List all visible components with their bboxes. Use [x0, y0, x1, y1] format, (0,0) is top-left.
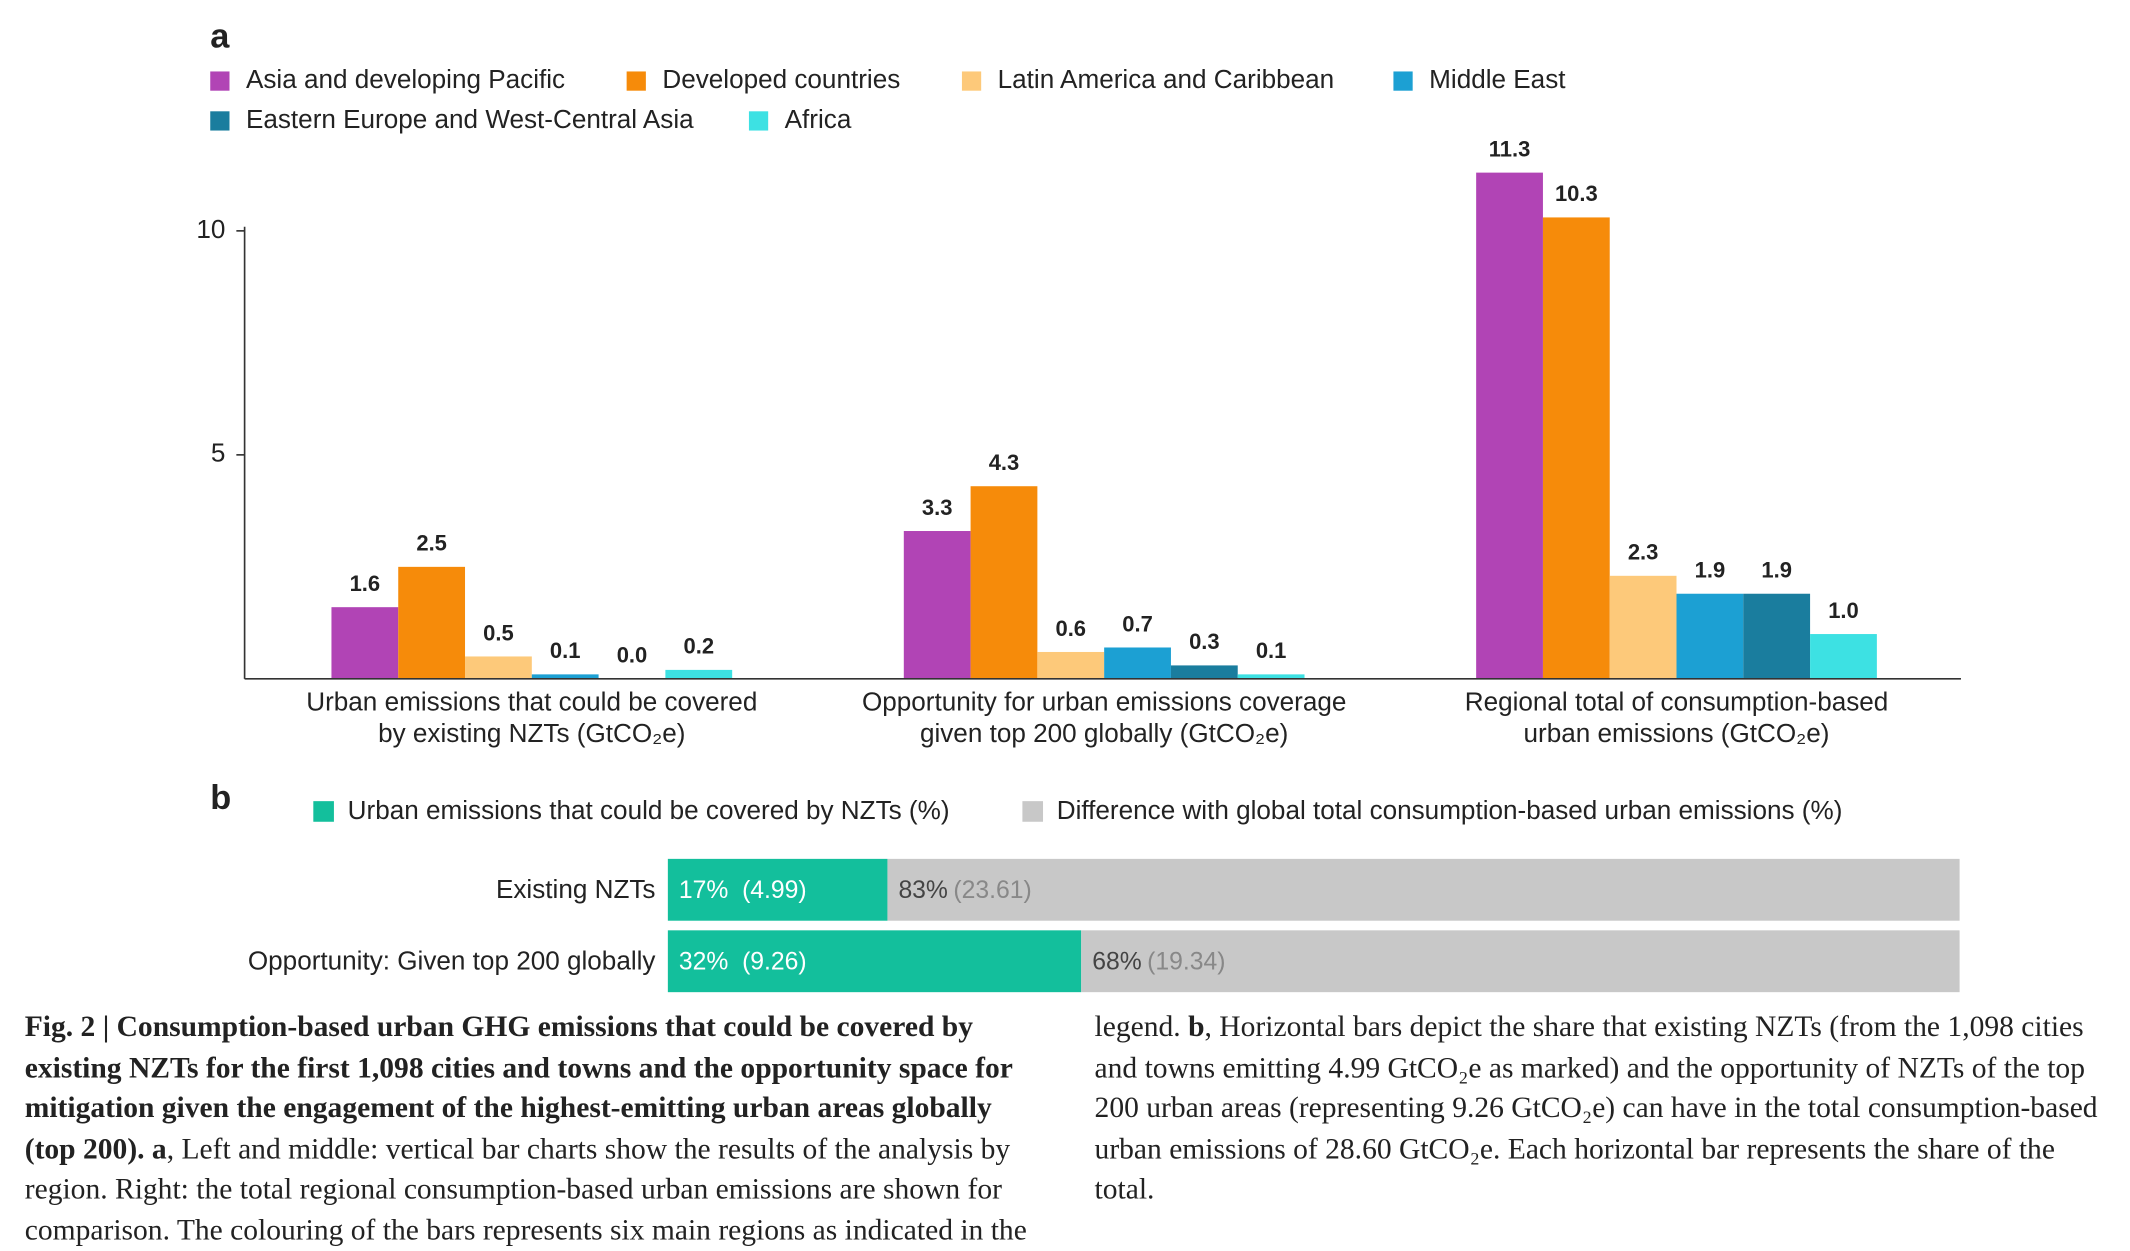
bar: [331, 607, 399, 679]
legend-label: Difference with global total consumption…: [1057, 795, 1843, 825]
legend-swatch: [210, 71, 230, 91]
bar-label: 83% (23.61): [898, 877, 1031, 904]
caption-text: , Left and middle: vertical bar charts s…: [24, 1010, 1181, 1246]
bar: [1104, 647, 1171, 679]
value-label: 17%: [679, 877, 728, 904]
legend-label: Latin America and Caribbean: [998, 64, 1335, 94]
bar: [465, 656, 532, 679]
legend-swatch: [748, 111, 769, 131]
row-label: Opportunity: Given top 200 globally: [248, 946, 656, 976]
amount-label: (4.99): [742, 877, 807, 904]
x-tick-label: Regional total of consumption-based: [1465, 686, 1889, 716]
bar: [1542, 217, 1610, 679]
value-label: 10.3: [1555, 181, 1598, 206]
legend-swatch: [1022, 801, 1044, 822]
legend-swatch: [626, 71, 646, 91]
legend-label: Urban emissions that could be covered by…: [348, 795, 950, 825]
caption: Fig. 2 | Consumption-based urban GHG emi…: [25, 1007, 2103, 1250]
legend-swatch: [961, 71, 982, 91]
legend-label: Africa: [785, 104, 852, 134]
bar: [1743, 593, 1811, 679]
bar: [1676, 593, 1744, 679]
value-label: 1.9: [1761, 558, 1792, 583]
value-label: 0.2: [684, 634, 715, 659]
legend-swatch: [1393, 71, 1413, 91]
bar-label: 68% (19.34): [1092, 948, 1225, 975]
value-label: 0.5: [483, 620, 514, 645]
x-tick-label: by existing NZTs (GtCO₂e): [378, 718, 685, 748]
value-label: 2.5: [416, 531, 447, 556]
legend-label: Middle East: [1429, 64, 1566, 94]
value-label: 1.0: [1828, 598, 1859, 623]
y-tick-label: 10: [196, 214, 225, 244]
value-label: 32%: [679, 948, 728, 975]
bar: [1170, 665, 1238, 679]
bar: [1810, 634, 1877, 679]
value-label: 0.1: [1256, 638, 1287, 663]
legend-label: Eastern Europe and West-Central Asia: [246, 104, 694, 134]
x-tick-label: given top 200 globally (GtCO₂e): [920, 718, 1288, 748]
legend-swatch: [210, 111, 230, 131]
panel-letter: b: [210, 779, 231, 817]
x-tick-label: urban emissions (GtCO₂e): [1524, 718, 1830, 748]
value-label: 0.3: [1189, 629, 1220, 654]
y-tick-label: 5: [211, 438, 226, 468]
bar: [667, 858, 888, 921]
value-label: 3.3: [922, 495, 953, 520]
legend-label: Developed countries: [662, 64, 900, 94]
caption-label: Fig. 2 |: [24, 1010, 110, 1044]
panel-letter: a: [210, 18, 230, 56]
bar: [903, 531, 971, 679]
value-label: 68%: [1092, 948, 1141, 975]
amount-label: (9.26): [742, 948, 807, 975]
amount-label: (19.34): [1147, 948, 1225, 975]
caption-text: , Horizontal bars depict the share that …: [1094, 1010, 2098, 1206]
legend-label: Asia and developing Pacific: [246, 64, 565, 94]
value-label: 1.6: [350, 571, 381, 596]
bar: [887, 858, 1960, 921]
value-label: 0.6: [1055, 616, 1086, 641]
row-label: Existing NZTs: [496, 874, 656, 904]
bar: [1609, 575, 1677, 679]
bar: [1037, 651, 1105, 679]
bar: [667, 930, 1082, 993]
value-label: 2.3: [1628, 540, 1659, 565]
bar: [665, 669, 733, 679]
bar: [1237, 674, 1305, 679]
legend-swatch: [313, 801, 334, 822]
value-label: 4.3: [989, 450, 1020, 475]
value-label: 83%: [898, 877, 947, 904]
x-tick-label: Urban emissions that could be covered: [306, 686, 757, 716]
value-label: 0.7: [1122, 611, 1153, 636]
caption-letter: b: [1188, 1010, 1205, 1044]
amount-label: (23.61): [953, 877, 1031, 904]
caption-title: Consumption-based urban GHG emissions th…: [24, 1010, 1013, 1165]
bar: [1081, 930, 1960, 993]
bar: [531, 674, 599, 679]
bar-label: 32% (9.26): [679, 948, 807, 975]
caption-letter: a: [151, 1131, 167, 1165]
bar: [970, 486, 1038, 679]
chart: a Asia and developing Pacific Developed co…: [196, 18, 1961, 993]
value-label: 11.3: [1489, 136, 1531, 161]
bar: [398, 566, 466, 679]
value-label: 0.0: [617, 643, 648, 668]
value-label: 0.1: [550, 638, 581, 663]
value-label: 1.9: [1695, 558, 1726, 583]
bar-label: 17% (4.99): [679, 877, 807, 904]
x-tick-label: Opportunity for urban emissions coverage: [862, 686, 1346, 716]
bar: [1476, 172, 1543, 679]
